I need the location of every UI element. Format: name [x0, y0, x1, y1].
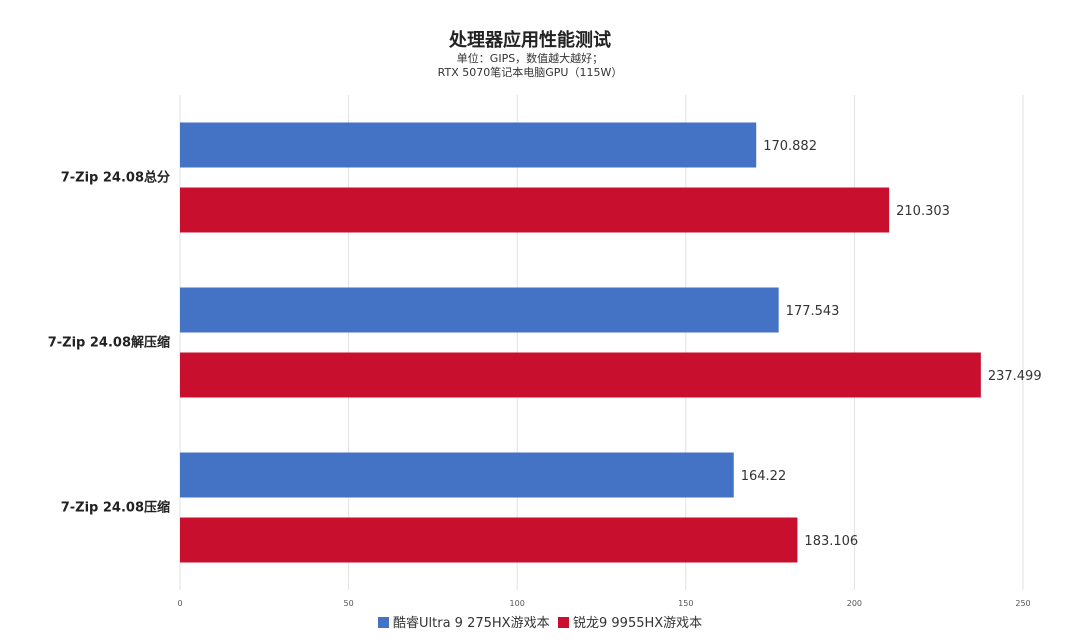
gridlines: [179, 95, 1024, 590]
category-label: 7-Zip 24.08解压缩: [48, 335, 170, 351]
bar: [180, 517, 798, 563]
data-label: 237.499: [988, 369, 1042, 384]
x-tick-label: 100: [510, 599, 525, 608]
data-label: 170.882: [763, 139, 817, 154]
category-label: 7-Zip 24.08压缩: [61, 500, 170, 516]
bar: [180, 187, 890, 233]
bar: [180, 352, 981, 398]
data-label: 183.106: [804, 534, 858, 549]
bars: [180, 122, 981, 563]
data-label: 177.543: [786, 304, 840, 319]
x-tick-label: 0: [177, 599, 182, 608]
chart-subtitle-line-1: 单位：GIPS，数值越大越好；: [457, 51, 603, 65]
bar: [180, 287, 779, 333]
data-label: 164.22: [741, 469, 787, 484]
legend-label: 酷睿Ultra 9 275HX游戏本: [393, 616, 550, 631]
bar: [180, 452, 734, 498]
chart-title: 处理器应用性能测试: [448, 29, 611, 51]
labels: 0 50 100 150 200 250 170.882 210.303 7-Zip 24.08…: [48, 139, 1042, 608]
data-label: 210.303: [896, 204, 950, 219]
x-tick-label: 150: [678, 599, 693, 608]
x-tick-label: 50: [344, 599, 354, 608]
x-tick-label: 250: [1015, 599, 1030, 608]
legend-swatch: [378, 617, 389, 628]
x-tick-label: 200: [847, 599, 862, 608]
chart-subtitle-line-2: RTX 5070笔记本电脑GPU（115W）: [438, 65, 623, 79]
legend-swatch: [558, 617, 569, 628]
bar: [180, 122, 757, 168]
category-label: 7-Zip 24.08总分: [61, 170, 170, 186]
legend: 酷睿Ultra 9 275HX游戏本 锐龙9 9955HX游戏本: [378, 616, 702, 631]
legend-label: 锐龙9 9955HX游戏本: [573, 616, 702, 631]
